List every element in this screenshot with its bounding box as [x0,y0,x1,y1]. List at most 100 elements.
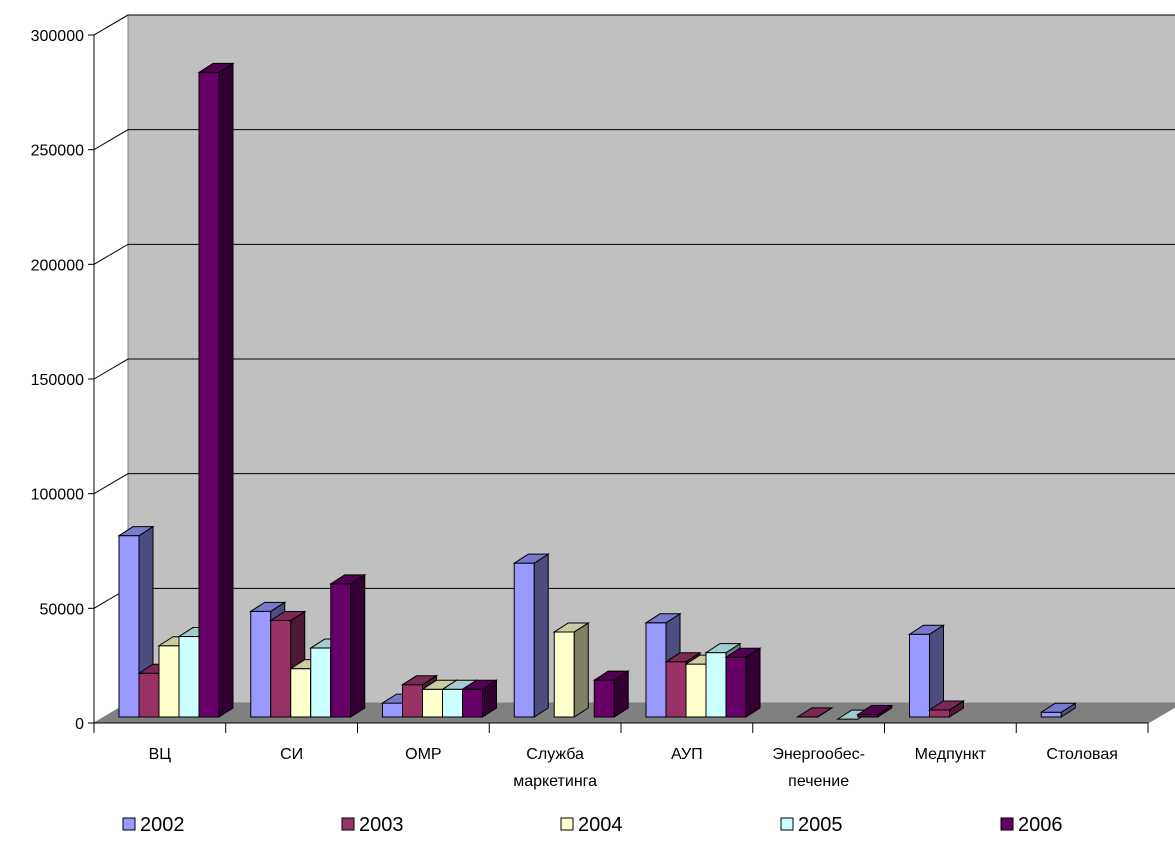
x-tick-label: АУП [671,746,703,763]
legend-label: 2004 [578,814,623,836]
y-tick-label: 0 [75,716,84,733]
gridline [93,358,1175,380]
bar-front [178,636,200,718]
bar-side [533,553,549,718]
bar-top [796,707,834,718]
bar-front [553,631,575,718]
gridline [93,14,1175,36]
gridline [93,129,1175,151]
bar-top [856,705,894,716]
legend-label: 2003 [359,814,404,836]
bar-2003-5 [796,706,834,718]
bar-side [573,622,589,718]
bar-top [664,652,702,663]
legend-swatch [560,817,574,831]
bar-2004-3 [552,622,590,718]
bar-2006-5 [856,704,894,718]
bar-front [402,684,423,718]
legend-swatch [341,817,355,831]
bar-top [644,613,682,624]
bar-front [665,661,687,718]
y-tick-label: 200000 [31,257,84,274]
bar-front [462,688,483,718]
legend-label: 2005 [798,814,843,836]
y-tick-label: 300000 [31,28,84,45]
y-tick-label: 250000 [31,143,84,160]
axis-labels: 0 50000 100000 150000 200000 250000 300000 ВЦ СИ… [31,28,1118,790]
bar-top [197,62,235,73]
bar-2002-7 [1039,702,1077,718]
bar-top [117,526,155,537]
bar-top [907,624,946,635]
legend-item-2004: 2004 [560,814,623,836]
bar-top [269,611,307,622]
bar-side [350,573,366,718]
bar-top [249,601,287,612]
x-tick-label: Энергообес-печение [772,746,865,790]
bar-front [198,71,220,718]
legend-label: 2002 [140,814,185,836]
bar-front [442,688,463,718]
gridline [93,473,1175,495]
bar-2006-3 [592,670,630,718]
bar-front [138,672,160,718]
x-tick-label: ВЦ [149,746,172,763]
bar-2002-6 [907,624,946,718]
bar-top [460,679,499,690]
bar-front [513,562,535,718]
bar-front [705,652,727,718]
bar-front [118,535,140,718]
bar-front [270,620,292,718]
bar-2006-4 [724,647,762,718]
legend: 2002 2003 2004 2005 2006 [122,814,1063,836]
gridlines [93,14,1175,609]
bar-front [250,610,272,718]
x-tick-label: Служба маркетинга [513,746,597,790]
bar-2006-1 [329,573,367,718]
bar-front [909,633,930,718]
bar-front [593,679,615,718]
bar-2006-2 [460,679,499,718]
bar-top [704,643,742,654]
bar-top [1039,702,1077,713]
legend-swatch [122,817,136,831]
bar-top [724,647,762,658]
gridline [93,243,1175,265]
legend-item-2005: 2005 [780,814,843,836]
legend-swatch [780,817,794,831]
bar-top [512,553,550,564]
bar-front [645,622,667,718]
x-tick-label: Столовая [1046,746,1118,763]
x-tick-label: СИ [280,746,303,763]
bar-front [330,583,352,718]
legend-item-2002: 2002 [122,814,185,836]
bar-front [685,663,707,718]
legend-swatch [1000,817,1014,831]
x-tick-label: ОМР [405,746,441,763]
bar-front [929,709,950,718]
bar-side [218,62,234,718]
y-tick-label: 100000 [31,487,84,504]
bar-top [592,670,630,681]
bar-2003-6 [927,700,966,718]
bar-top [927,700,966,711]
bar-front [725,656,747,718]
bar-front [382,702,403,718]
bar-front [290,668,312,718]
bar-2006-0 [197,62,235,718]
x-tick-label: Медпункт [915,746,987,763]
bar-front [310,647,332,718]
axes [88,34,1149,733]
bar-2002-0 [117,525,155,718]
legend-item-2003: 2003 [341,814,404,836]
bar-top [329,574,367,585]
bar-top [400,675,439,686]
legend-label: 2006 [1018,814,1063,836]
bar-2002-3 [512,553,550,718]
bar-front [1040,711,1062,718]
bar-top [552,622,590,633]
bars [117,62,1077,721]
y-tick-label: 150000 [31,372,84,389]
y-tick-label: 50000 [40,601,85,618]
